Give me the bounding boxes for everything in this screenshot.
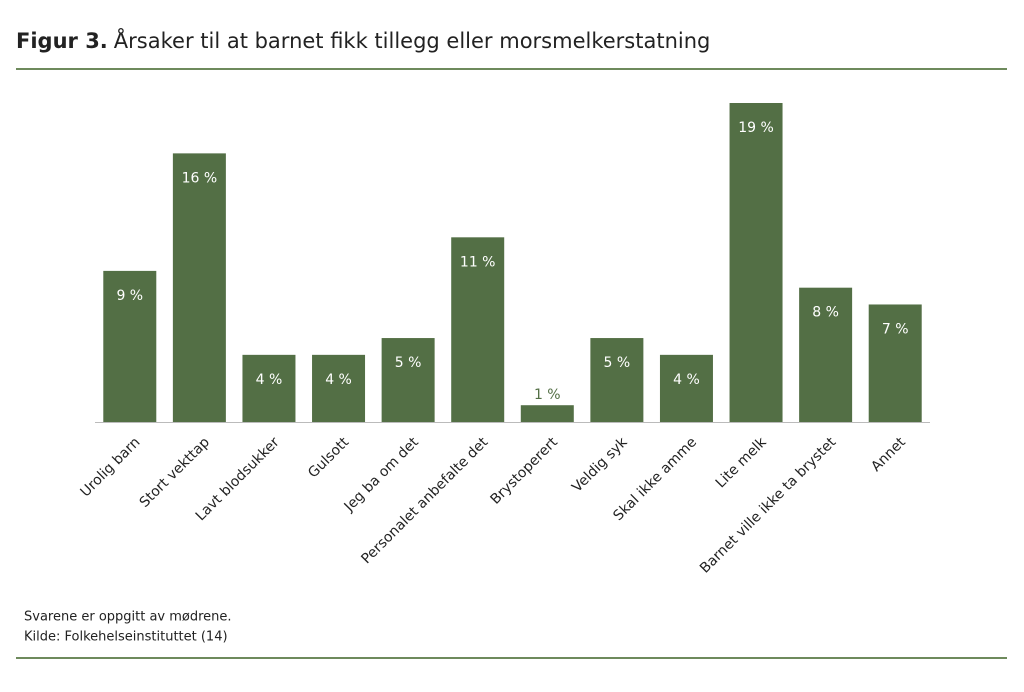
value-label: 4 % <box>673 372 700 388</box>
title-text: Årsaker til at barnet fikk tillegg eller… <box>114 27 711 53</box>
bar <box>242 354 296 422</box>
note: Svarene er oppgitt av mødrene. <box>24 610 232 625</box>
x-tick-label: Brystoperert <box>488 434 562 508</box>
value-label: 7 % <box>882 321 909 337</box>
value-label: 1 % <box>534 387 561 403</box>
chart-title: Figur 3. Årsaker til at barnet fikk tille… <box>16 27 710 53</box>
bar <box>799 287 853 422</box>
bar <box>103 270 157 422</box>
value-label: 16 % <box>182 170 218 186</box>
x-tick-label: Veldig syk <box>569 434 631 496</box>
value-label: 4 % <box>325 372 352 388</box>
x-tick-label: Gulsott <box>305 434 352 481</box>
x-tick-label: Stort vekttap <box>137 434 214 511</box>
bar <box>312 354 366 422</box>
x-tick-label: Lite melk <box>713 434 771 492</box>
value-label: 11 % <box>460 254 496 270</box>
bar <box>381 338 435 422</box>
bar <box>729 103 783 422</box>
bar <box>451 237 505 422</box>
value-label: 4 % <box>256 372 283 388</box>
value-label: 5 % <box>395 355 422 371</box>
value-label: 9 % <box>116 288 143 304</box>
value-label: 8 % <box>812 305 839 321</box>
value-label: 19 % <box>738 120 774 136</box>
x-tick-label: Personalet anbefalte det <box>358 434 491 567</box>
bar <box>659 354 713 422</box>
x-tick-label: Barnet ville ikke ta brystet <box>697 434 840 577</box>
figure-label: Figur 3. <box>16 29 108 53</box>
bar <box>868 304 922 422</box>
bar <box>172 153 226 423</box>
value-label: 5 % <box>604 355 631 371</box>
bar <box>520 405 574 422</box>
bar <box>590 338 644 422</box>
source: Kilde: Folkehelseinstituttet (14) <box>24 630 228 645</box>
x-tick-label: Annet <box>868 434 909 475</box>
x-tick-label: Urolig barn <box>78 434 144 500</box>
